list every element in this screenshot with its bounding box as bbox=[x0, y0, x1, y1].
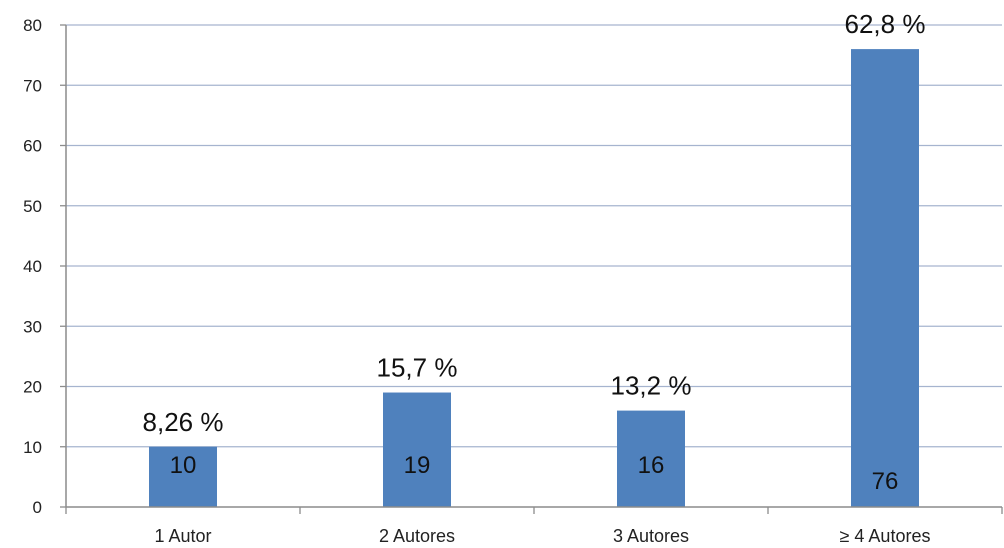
y-tick-label: 80 bbox=[23, 16, 42, 35]
x-category-label: 2 Autores bbox=[379, 526, 455, 546]
y-tick-label: 50 bbox=[23, 197, 42, 216]
percent-label: 62,8 % bbox=[845, 9, 926, 39]
percent-label: 15,7 % bbox=[377, 353, 458, 383]
bar-3 bbox=[617, 410, 685, 507]
grid-lines bbox=[66, 24, 1002, 448]
bars bbox=[149, 49, 919, 507]
value-label: 76 bbox=[872, 468, 899, 495]
bar-2 bbox=[383, 392, 451, 507]
bar-4 bbox=[851, 49, 919, 507]
data-labels: 8,26 % 10 15,7 % 19 13,2 % 16 62,8 % 76 bbox=[143, 9, 926, 495]
y-tick-label: 40 bbox=[23, 257, 42, 276]
percent-label: 8,26 % bbox=[143, 407, 224, 437]
x-category-label: 1 Autor bbox=[154, 526, 211, 546]
bar-1 bbox=[149, 446, 217, 507]
y-tick-label: 20 bbox=[23, 378, 42, 397]
y-tick-label: 10 bbox=[23, 438, 42, 457]
y-axis-ticks: 0 10 20 30 40 50 60 70 80 bbox=[23, 16, 66, 517]
y-tick-label: 30 bbox=[23, 317, 42, 336]
value-label: 10 bbox=[170, 452, 197, 479]
x-axis-ticks: 1 Autor 2 Autores 3 Autores ≥ 4 Autores bbox=[65, 507, 1003, 546]
x-category-label: ≥ 4 Autores bbox=[840, 526, 931, 546]
y-tick-label: 0 bbox=[33, 498, 42, 517]
y-tick-label: 70 bbox=[23, 76, 42, 95]
percent-label: 13,2 % bbox=[611, 371, 692, 401]
value-label: 16 bbox=[638, 452, 665, 479]
value-label: 19 bbox=[404, 452, 431, 479]
x-category-label: 3 Autores bbox=[613, 526, 689, 546]
y-tick-label: 60 bbox=[23, 137, 42, 156]
